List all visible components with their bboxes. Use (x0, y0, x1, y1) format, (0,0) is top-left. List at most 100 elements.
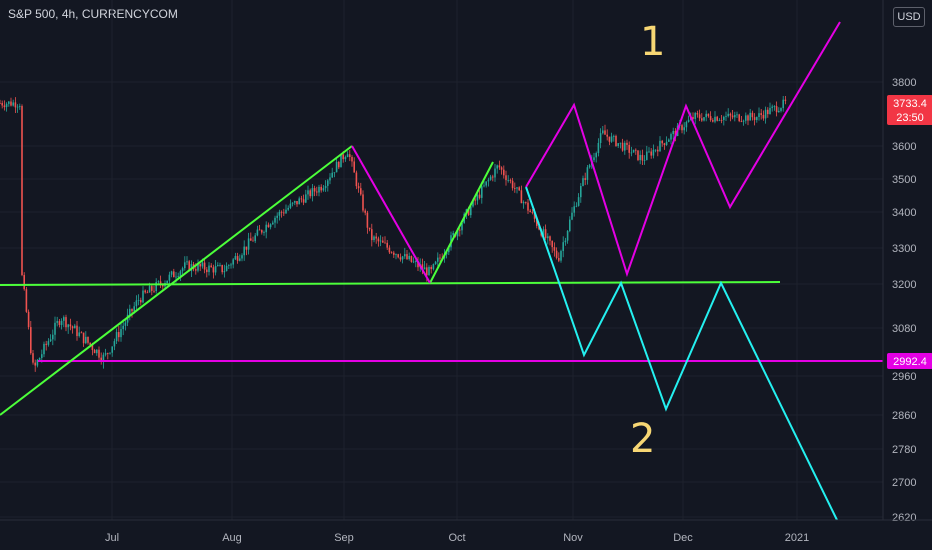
candle-body (758, 113, 760, 118)
candle-body (408, 255, 410, 260)
candle-body (399, 257, 402, 260)
candle-body (382, 240, 384, 243)
candle-body (489, 176, 492, 180)
candle-body (769, 107, 771, 115)
candle-body (118, 332, 120, 338)
candle-body (14, 102, 17, 108)
candle-body (716, 116, 718, 121)
candle-body (366, 212, 369, 228)
candle-body (278, 211, 281, 216)
candle-body (217, 265, 219, 267)
candle-body (296, 201, 298, 205)
candle-body (439, 257, 441, 259)
candle-body (322, 188, 325, 191)
candle-body (377, 238, 380, 242)
candle-body (98, 349, 100, 358)
candle-body (228, 265, 230, 266)
candle-body (692, 116, 694, 119)
candle-body (36, 359, 39, 366)
candle-body (386, 242, 388, 248)
candle-body (214, 266, 217, 273)
candle-body (707, 113, 710, 117)
candle-body (371, 229, 373, 241)
candle-body (529, 210, 531, 213)
candle-body (423, 267, 426, 270)
candle-body (456, 229, 459, 237)
candle-body (349, 154, 351, 157)
candle-body (78, 332, 80, 337)
candle-body (599, 133, 602, 144)
candle-body (511, 180, 514, 189)
candle-body (100, 357, 102, 361)
candle-body (269, 224, 272, 228)
candle-body (624, 142, 626, 151)
candle-body (122, 325, 124, 330)
candle-body (395, 254, 397, 256)
candle-body (208, 265, 210, 273)
candle-body (617, 143, 619, 146)
candle-body (566, 230, 569, 241)
candle-body (54, 322, 56, 335)
candle-body (648, 151, 650, 153)
candle-body (522, 202, 525, 204)
candle-body (388, 247, 391, 253)
candle-body (608, 136, 611, 142)
candle-body (148, 286, 151, 293)
candle-body (720, 119, 723, 121)
annotation-scenario-1: 1 (640, 19, 665, 65)
candle-body (641, 154, 644, 161)
candle-body (133, 306, 135, 312)
scenario-2-path (525, 186, 838, 521)
candle-body (107, 353, 109, 354)
candle-body (577, 197, 580, 206)
candle-body (417, 261, 419, 268)
candle-body (745, 115, 747, 121)
candle-body (159, 281, 162, 285)
candle-body (276, 215, 278, 218)
candle-body (85, 336, 87, 344)
candle-body (586, 167, 589, 180)
candle-body (5, 103, 8, 108)
candle-body (137, 300, 140, 301)
candle-body (351, 156, 353, 162)
x-tick-label: Aug (222, 532, 242, 544)
candle-body (621, 142, 624, 151)
candle-body (760, 113, 762, 115)
y-tick-label: 2700 (892, 477, 916, 489)
candle-body (668, 139, 670, 142)
candle-body (476, 194, 479, 201)
candle-body (0, 103, 1, 104)
candle-body (401, 256, 404, 260)
candle-body (580, 186, 582, 198)
candle-body (41, 354, 43, 358)
price-axis: 2620 2700 2780 2860 2960 3080 3200 3300 3400 3500… (882, 0, 916, 524)
candle-body (461, 222, 463, 231)
candle-body (170, 271, 173, 275)
candle-body (775, 106, 778, 113)
candle-body (516, 187, 518, 189)
candle-body (109, 352, 111, 354)
candle-body (120, 329, 122, 338)
candlestick-series (0, 95, 787, 372)
candle-body (219, 265, 221, 266)
candle-body (30, 327, 32, 354)
candle-body (681, 125, 683, 131)
currency-button[interactable]: USD (893, 7, 925, 27)
candle-body (124, 322, 127, 326)
candle-body (597, 143, 600, 154)
candle-body (195, 269, 197, 271)
candle-body (646, 151, 648, 160)
candle-body (734, 115, 736, 118)
x-tick-label: Oct (448, 532, 465, 544)
candle-body (412, 261, 415, 263)
candle-body (58, 321, 61, 325)
candle-body (71, 326, 74, 329)
candle-body (287, 207, 289, 210)
candle-body (520, 190, 523, 204)
candle-body (630, 152, 633, 154)
candle-body (782, 99, 784, 109)
candle-body (146, 292, 149, 294)
y-tick-label: 2620 (892, 512, 916, 524)
candle-body (144, 290, 146, 293)
